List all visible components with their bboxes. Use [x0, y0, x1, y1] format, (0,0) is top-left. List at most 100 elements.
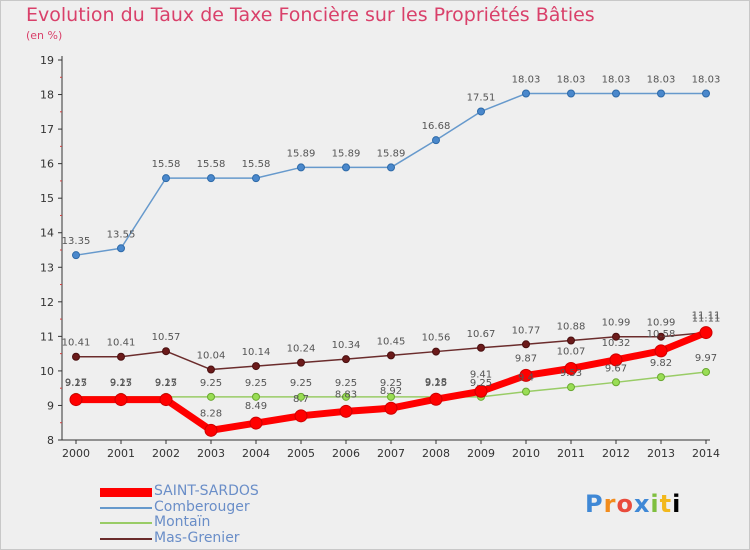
y-tick-label: 16 [40, 158, 54, 171]
logo-letter: t [659, 490, 673, 518]
logo-letter: o [616, 490, 634, 518]
data-point [567, 383, 575, 392]
data-point [114, 393, 128, 407]
x-tick-label: 2011 [557, 447, 585, 460]
x-tick-label: 2004 [242, 447, 270, 460]
y-tick-label: 18 [40, 89, 54, 102]
data-point [384, 401, 398, 415]
data-point [567, 89, 575, 98]
legend-label: Mas-Grenier [154, 529, 240, 546]
data-label: 9.17 [110, 378, 132, 389]
chart-subtitle: (en %) [26, 29, 63, 42]
y-tick-label: 15 [40, 192, 54, 205]
data-label: 9.25 [65, 378, 87, 389]
legend-label: Comberouger [154, 498, 250, 515]
x-tick-label: 2013 [647, 447, 675, 460]
y-tick-label: 19 [40, 54, 54, 67]
data-point [207, 174, 215, 183]
data-label: 11.11 [692, 311, 721, 322]
data-point [72, 251, 80, 260]
data-point [72, 352, 80, 361]
chart-title: Evolution du Taux de Taxe Foncière sur l… [26, 4, 595, 26]
series-line [75, 92, 706, 256]
data-label: 8.49 [245, 401, 267, 412]
x-tick-label: 2010 [512, 447, 540, 460]
data-label: 8.28 [200, 408, 222, 419]
data-label: 15.89 [287, 148, 316, 159]
data-label: 8.92 [380, 386, 402, 397]
data-label: 9.4 [518, 373, 534, 384]
data-label: 9.41 [470, 369, 492, 380]
series-comberouger [72, 89, 710, 260]
data-point [432, 347, 440, 356]
data-point [609, 353, 623, 367]
data-point [654, 344, 668, 358]
data-label: 18.03 [557, 75, 586, 86]
proxiti-logo: Proxiti [585, 490, 681, 518]
data-point [474, 384, 488, 398]
data-point [519, 368, 533, 382]
data-label: 9.25 [245, 378, 267, 389]
data-point [387, 163, 395, 172]
series-mas-grenier [72, 328, 710, 374]
data-label: 9.25 [425, 378, 447, 389]
data-point [657, 89, 665, 98]
data-label: 9.53 [560, 368, 582, 379]
data-label: 18.03 [512, 75, 541, 86]
x-tick-label: 2001 [107, 447, 135, 460]
data-point [657, 373, 665, 382]
data-point [702, 89, 710, 98]
data-point [207, 365, 215, 374]
data-label: 15.58 [242, 159, 271, 170]
data-point [429, 392, 443, 406]
data-label: 13.35 [62, 236, 91, 247]
data-label: 10.07 [557, 346, 586, 357]
data-label: 18.03 [647, 75, 676, 86]
x-tick-label: 2005 [287, 447, 315, 460]
data-point [342, 355, 350, 364]
data-point [297, 392, 305, 401]
data-label: 10.99 [647, 318, 676, 329]
logo-letter: r [603, 490, 617, 518]
data-point [342, 163, 350, 172]
logo-letter: i [650, 490, 660, 518]
data-point [117, 244, 125, 253]
data-label: 10.41 [107, 338, 136, 349]
data-label: 9.87 [515, 353, 537, 364]
y-tick-label: 13 [40, 261, 54, 274]
axes: 8 9 10 11 12 13 14 15 16 17 18 19 2000 2001 2002 2003 20… [40, 54, 720, 460]
data-label: 17.51 [467, 92, 496, 103]
data-label: 10.04 [197, 351, 226, 362]
data-label: 10.99 [602, 318, 631, 329]
data-label: 10.14 [242, 347, 271, 358]
data-label: 9.17 [65, 378, 87, 389]
data-label: 15.89 [377, 148, 406, 159]
data-point [252, 174, 260, 183]
data-label: 10.58 [647, 329, 676, 340]
y-tick-label: 8 [47, 434, 54, 447]
data-label: 9.25 [155, 378, 177, 389]
data-label: 9.97 [695, 353, 717, 364]
data-point [117, 352, 125, 361]
data-label: 10.57 [152, 332, 181, 343]
data-label: 10.67 [467, 329, 496, 340]
x-tick-label: 2014 [692, 447, 720, 460]
data-label: 10.32 [602, 338, 631, 349]
x-tick-label: 2012 [602, 447, 630, 460]
data-label: 9.25 [110, 378, 132, 389]
x-tick-label: 2009 [467, 447, 495, 460]
logo-letter: i [672, 490, 682, 518]
legend-swatch [100, 522, 152, 524]
data-point [432, 136, 440, 145]
data-point [477, 343, 485, 352]
x-tick-label: 2000 [62, 447, 90, 460]
data-point [522, 89, 530, 98]
data-point [612, 378, 620, 387]
data-label: 9.82 [650, 358, 672, 369]
data-label: 15.58 [197, 159, 226, 170]
data-point [204, 423, 218, 437]
data-point [297, 358, 305, 367]
data-label: 9.25 [200, 378, 222, 389]
y-tick-label: 10 [40, 365, 54, 378]
data-label: 9.25 [470, 378, 492, 389]
